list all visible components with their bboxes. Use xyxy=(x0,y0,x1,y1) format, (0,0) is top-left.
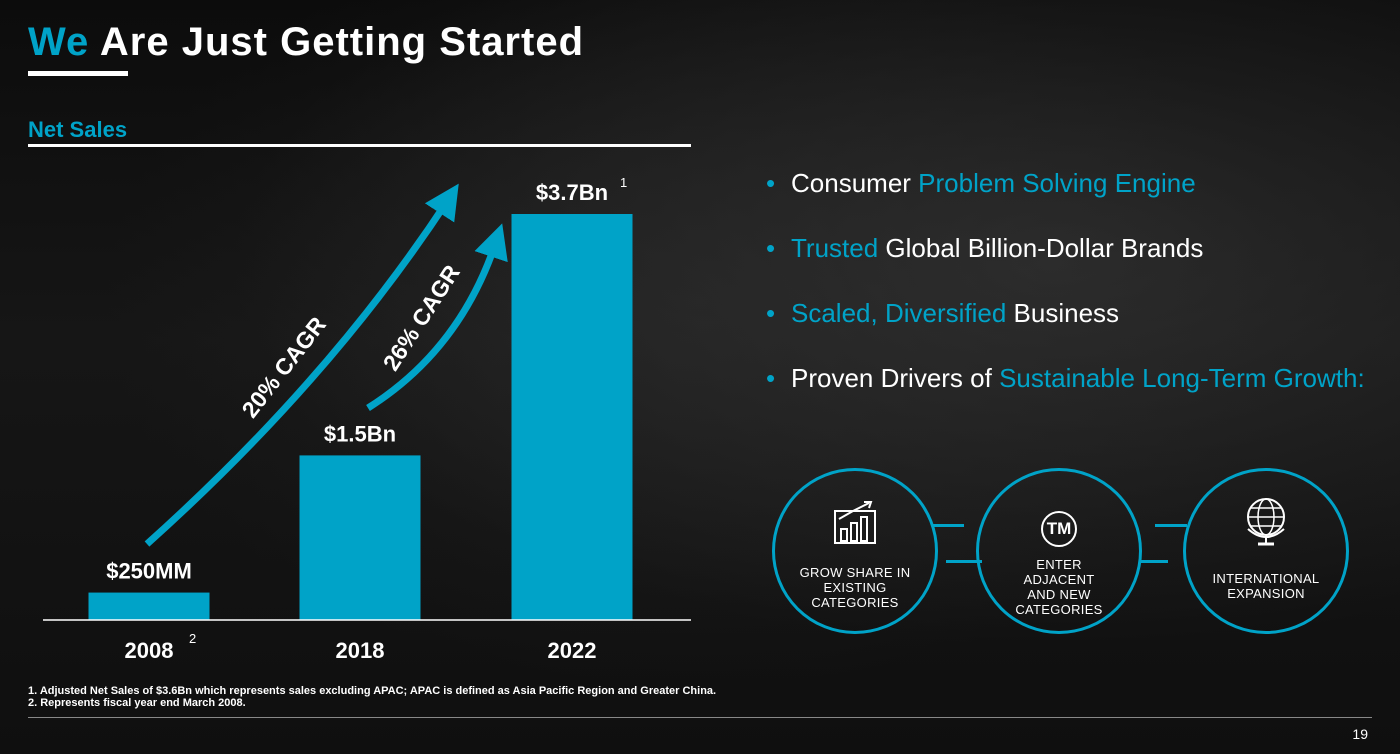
subtitle-rule xyxy=(28,144,691,147)
driver-label-line: ENTER xyxy=(1036,557,1082,572)
trademark-icon: TM xyxy=(1041,511,1077,547)
driver-circle: GROW SHARE IN EXISTING CATEGORIES xyxy=(772,468,938,634)
title-rest: Are Just Getting Started xyxy=(99,20,584,64)
driver-label: ENTER ADJACENT AND NEW CATEGORIES xyxy=(989,557,1129,617)
bar-2022 xyxy=(511,214,633,620)
footer-rule xyxy=(28,717,1372,718)
data-label: $3.7Bn xyxy=(536,180,608,205)
footnote-2: 2. Represents fiscal year end March 2008… xyxy=(28,697,246,709)
x-tick-label: 2022 xyxy=(548,638,597,663)
bullet-highlight-text: Sustainable Long-Term Growth: xyxy=(999,363,1365,393)
data-label-footnote-marker: 1 xyxy=(620,175,627,190)
bullet-item: • Consumer Problem Solving Engine xyxy=(766,166,1366,200)
x-tick-label: 2018 xyxy=(336,638,385,663)
bullet-item: • Trusted Global Billion-Dollar Brands xyxy=(766,231,1366,265)
driver-label-line: CATEGORIES xyxy=(811,595,899,610)
driver-label-line: EXPANSION xyxy=(1227,586,1305,601)
driver-label: GROW SHARE IN EXISTING CATEGORIES xyxy=(785,565,925,610)
bullet-text: Business xyxy=(1006,298,1120,328)
driver-label-line: AND NEW xyxy=(1027,587,1091,602)
bullet-text: Consumer xyxy=(791,168,919,198)
connector-line xyxy=(1155,524,1187,527)
bullet-text: Global Billion-Dollar Brands xyxy=(878,233,1204,263)
driver-label: INTERNATIONAL EXPANSION xyxy=(1196,571,1336,601)
driver-label-line: INTERNATIONAL xyxy=(1212,571,1320,586)
bullet-highlight-text: Scaled, Diversified xyxy=(791,298,1007,328)
slide-title: We Are Just Getting Started xyxy=(28,20,584,64)
x-tick-footnote-marker: 2 xyxy=(189,631,196,646)
driver-label-line: EXISTING xyxy=(823,580,887,595)
bullet-list: • Consumer Problem Solving Engine • Trusted… xyxy=(766,166,1366,426)
title-underline xyxy=(28,71,128,76)
bullet-dot-icon: • xyxy=(766,233,776,263)
driver-label-line: GROW SHARE IN xyxy=(799,565,911,580)
globe-icon xyxy=(1242,495,1290,552)
bullet-dot-icon: • xyxy=(766,168,776,198)
bullet-item: • Scaled, Diversified Business xyxy=(766,296,1366,330)
driver-circle: INTERNATIONAL EXPANSION xyxy=(1183,468,1349,634)
cagr-arrow-2018-2022 xyxy=(366,223,508,411)
chart-subtitle: Net Sales xyxy=(28,117,128,142)
bullet-dot-icon: • xyxy=(766,363,776,393)
connector-line xyxy=(946,560,982,563)
footnote-1: 1. Adjusted Net Sales of $3.6Bn which re… xyxy=(28,685,717,697)
connector-line xyxy=(1140,560,1168,563)
driver-label-line: CATEGORIES xyxy=(1015,602,1103,617)
bullet-item: • Proven Drivers of Sustainable Long-Term… xyxy=(766,361,1366,395)
net-sales-chart: 2008 2 2018 2022$250MM$1.5Bn$3.7Bn 120% CAGR… xyxy=(43,175,691,663)
cagr-arrow-2008-2022 xyxy=(144,183,459,547)
bar-2008 xyxy=(88,592,210,620)
data-label: $250MM xyxy=(106,559,192,584)
x-tick-label: 2008 xyxy=(125,638,174,663)
footnotes: 1. Adjusted Net Sales of $3.6Bn which re… xyxy=(28,685,716,709)
data-label: $1.5Bn xyxy=(324,421,396,446)
page-number: 19 xyxy=(1352,726,1368,742)
bar-2018 xyxy=(299,455,421,620)
bullet-dot-icon: • xyxy=(766,298,776,328)
bullet-text: Proven Drivers of xyxy=(791,363,1000,393)
connector-line xyxy=(932,524,964,527)
bullet-highlight-text: Trusted xyxy=(791,233,879,263)
driver-label-line: ADJACENT xyxy=(1023,572,1095,587)
bar-chart-growth-icon xyxy=(833,501,877,550)
driver-circle: TM ENTER ADJACENT AND NEW CATEGORIES xyxy=(976,468,1142,634)
bullet-highlight-text: Problem Solving Engine xyxy=(918,168,1196,198)
title-accent: We xyxy=(28,20,90,64)
